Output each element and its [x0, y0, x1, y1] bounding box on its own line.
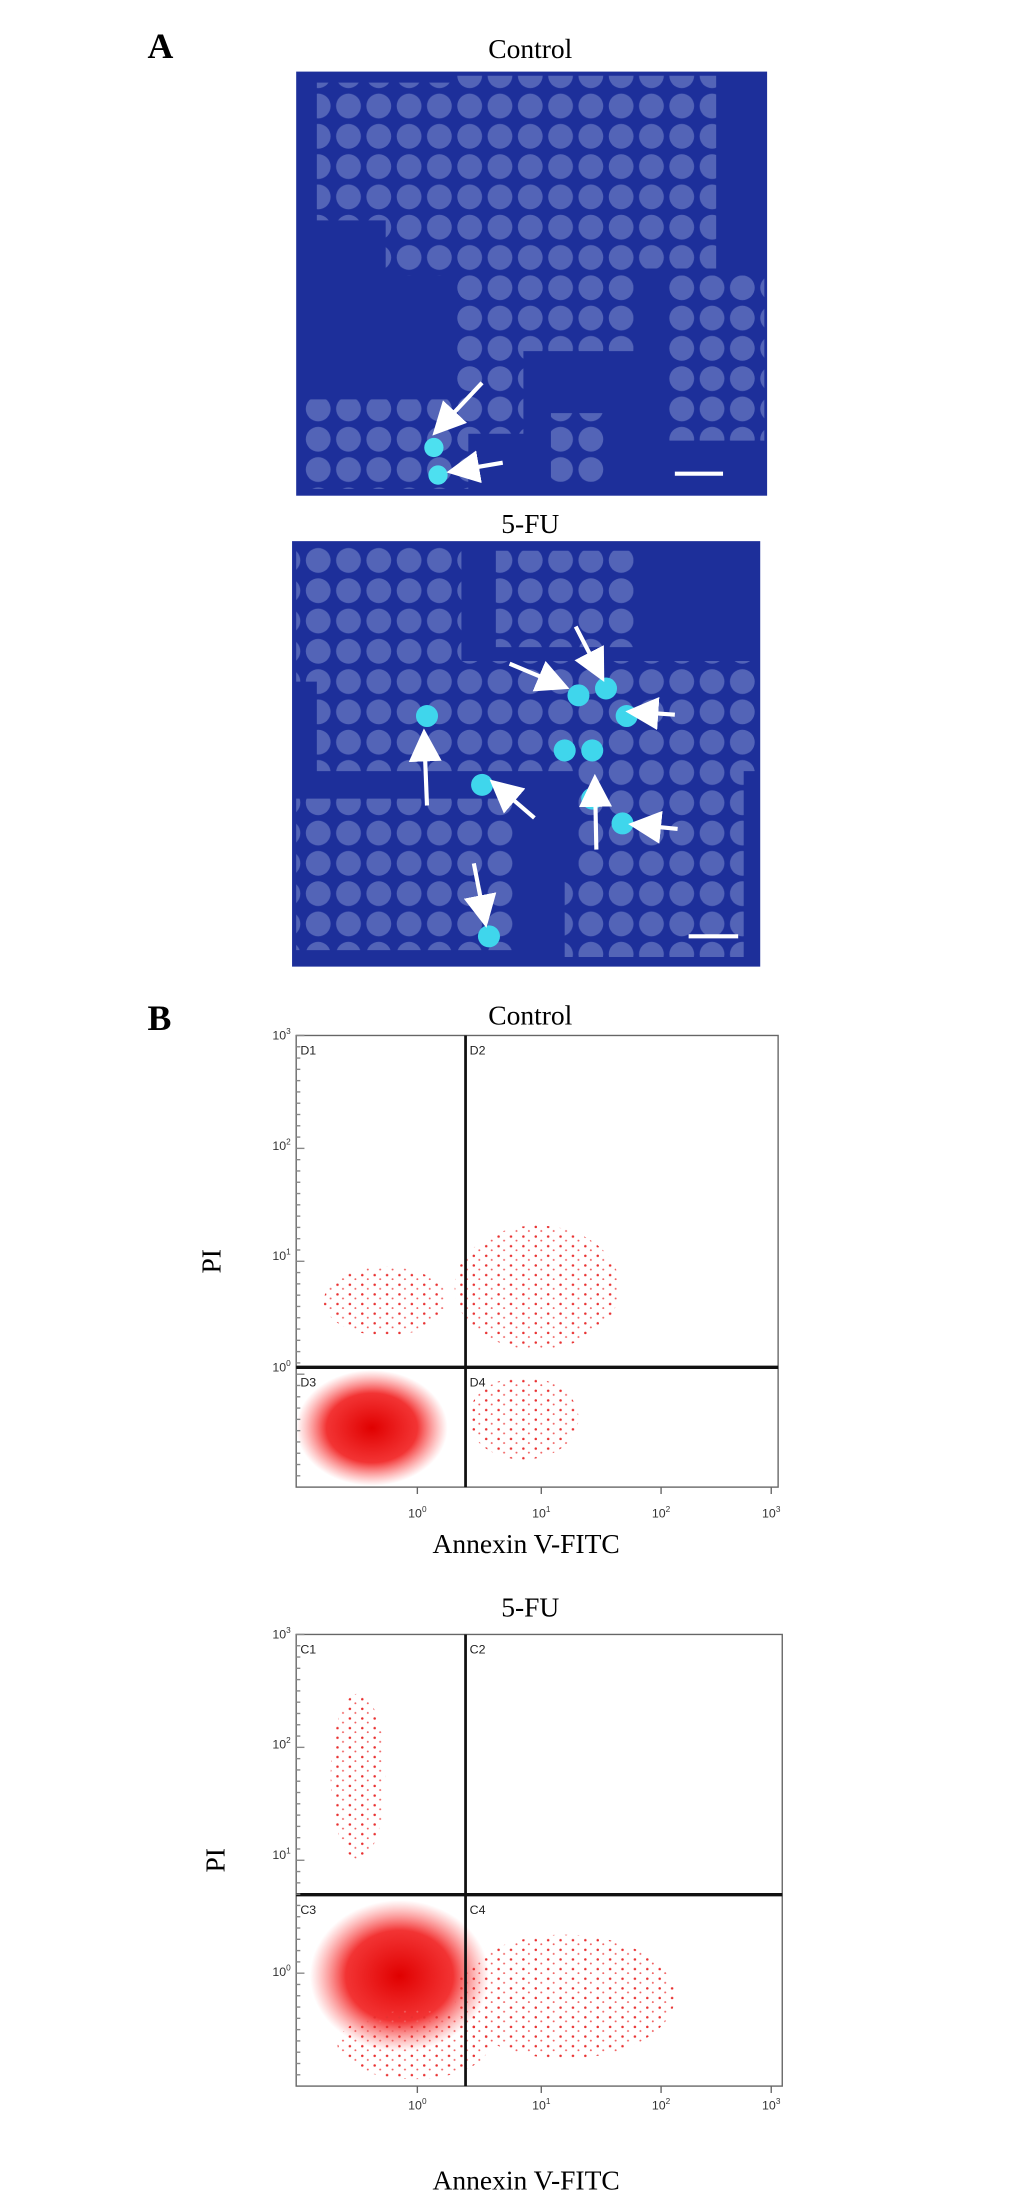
- x-axis-label: Annexin V-FITC: [432, 1528, 619, 1559]
- x-tick-label: 100: [408, 1505, 427, 1521]
- tick-exponent: 0: [422, 2097, 427, 2106]
- quadrant-label: D2: [470, 1044, 486, 1058]
- micrograph-5fu: [292, 541, 761, 967]
- event-cloud: [454, 1934, 675, 2059]
- quadrant-label: D1: [300, 1044, 316, 1058]
- x-axis-label: Annexin V-FITC: [432, 2164, 619, 2195]
- y-tick-label: 103: [272, 1626, 291, 1642]
- tick-exponent: 3: [776, 1505, 781, 1514]
- y-axis-label: PI: [200, 1848, 231, 1872]
- plot-title: Control: [488, 999, 572, 1030]
- x-tick-label: 103: [762, 1505, 781, 1521]
- quadrant-label: D4: [470, 1376, 486, 1390]
- x-tick-label: 102: [652, 2097, 671, 2113]
- x-tick-label: 101: [532, 2097, 551, 2113]
- event-cloud: [454, 1225, 620, 1350]
- tick-base: 10: [532, 1506, 546, 1520]
- x-tick-label: 102: [652, 1505, 671, 1521]
- tick-exponent: 0: [286, 1963, 291, 1972]
- tick-exponent: 0: [286, 1359, 291, 1368]
- panel-label: B: [147, 998, 171, 1038]
- y-tick-label: 102: [272, 1137, 291, 1153]
- tick-base: 10: [408, 1506, 422, 1520]
- tick-exponent: 3: [286, 1027, 291, 1036]
- tick-base: 10: [272, 1029, 286, 1043]
- tick-exponent: 1: [286, 1846, 291, 1855]
- quadrant-label: C3: [300, 1903, 316, 1917]
- event-cloud: [296, 1370, 448, 1486]
- y-axis-label: PI: [195, 1249, 226, 1273]
- x-tick-label: 100: [408, 2097, 427, 2113]
- tick-exponent: 2: [666, 1505, 671, 1514]
- quadrant-label: C1: [300, 1643, 316, 1657]
- x-tick-label: 103: [762, 2097, 781, 2113]
- y-tick-label: 101: [272, 1247, 291, 1263]
- y-tick-label: 103: [272, 1027, 291, 1043]
- tick-exponent: 2: [286, 1736, 291, 1745]
- tick-exponent: 1: [546, 1505, 551, 1514]
- tick-exponent: 2: [666, 2097, 671, 2106]
- tick-exponent: 2: [286, 1137, 291, 1146]
- y-tick-label: 100: [272, 1963, 291, 1979]
- image-title: Control: [488, 33, 572, 64]
- tick-base: 10: [272, 1628, 286, 1642]
- tick-base: 10: [272, 1139, 286, 1153]
- tick-exponent: 3: [286, 1626, 291, 1635]
- quadrant-label: C4: [470, 1903, 486, 1917]
- panel-label: A: [147, 26, 173, 66]
- tick-base: 10: [272, 1738, 286, 1752]
- tick-base: 10: [408, 2098, 422, 2112]
- tick-base: 10: [272, 1848, 286, 1862]
- plot-title: 5-FU: [501, 1592, 559, 1623]
- tick-base: 10: [272, 1249, 286, 1263]
- quadrant-label: D3: [300, 1376, 316, 1390]
- tick-base: 10: [762, 2098, 776, 2112]
- event-cloud: [468, 1376, 579, 1460]
- micrograph-control: [296, 71, 768, 496]
- x-tick-label: 101: [532, 1505, 551, 1521]
- tick-base: 10: [272, 1360, 286, 1374]
- tick-base: 10: [652, 2098, 666, 2112]
- tick-exponent: 3: [776, 2097, 781, 2106]
- image-title: 5-FU: [501, 508, 559, 539]
- tick-exponent: 1: [286, 1247, 291, 1256]
- tick-base: 10: [532, 2098, 546, 2112]
- y-tick-label: 100: [272, 1359, 291, 1375]
- tick-base: 10: [762, 1506, 776, 1520]
- tick-exponent: 1: [546, 2097, 551, 2106]
- quadrant-label: C2: [470, 1643, 486, 1657]
- tick-exponent: 0: [422, 1505, 427, 1514]
- event-cloud: [323, 1266, 448, 1336]
- tick-base: 10: [652, 1506, 666, 1520]
- tick-base: 10: [272, 1965, 286, 1979]
- event-cloud: [337, 2010, 489, 2080]
- event-cloud: [330, 1693, 386, 1859]
- y-tick-label: 101: [272, 1846, 291, 1862]
- y-tick-label: 102: [272, 1736, 291, 1752]
